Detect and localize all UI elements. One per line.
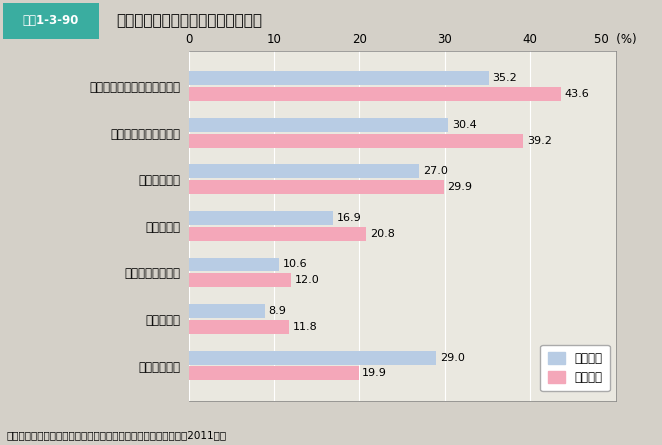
Text: 27.0: 27.0 bbox=[422, 166, 448, 176]
Text: 19.9: 19.9 bbox=[362, 368, 387, 379]
Bar bbox=[189, 367, 359, 380]
Text: 12.0: 12.0 bbox=[295, 275, 319, 285]
Bar bbox=[189, 134, 524, 148]
Text: 50  (%): 50 (%) bbox=[594, 32, 637, 45]
Bar bbox=[189, 87, 561, 101]
Bar bbox=[189, 304, 265, 318]
Text: 20.8: 20.8 bbox=[369, 229, 395, 239]
Bar bbox=[189, 320, 289, 334]
Text: 16.9: 16.9 bbox=[336, 213, 361, 223]
Bar bbox=[189, 227, 366, 241]
Legend: 夫側の親, 妻側の親: 夫側の親, 妻側の親 bbox=[540, 345, 610, 391]
Bar bbox=[189, 211, 333, 225]
Bar bbox=[189, 164, 419, 178]
Bar bbox=[189, 273, 291, 287]
Bar bbox=[189, 180, 444, 194]
Text: 資料：内閣府「都市と地方における子育て環境に関する調査」（2011年）: 資料：内閣府「都市と地方における子育て環境に関する調査」（2011年） bbox=[7, 431, 227, 441]
Text: 11.8: 11.8 bbox=[293, 322, 318, 332]
Text: 29.9: 29.9 bbox=[448, 182, 473, 192]
Text: 43.6: 43.6 bbox=[565, 89, 589, 99]
Text: 図表1-3-90: 図表1-3-90 bbox=[23, 14, 79, 27]
Text: 35.2: 35.2 bbox=[493, 73, 518, 83]
Bar bbox=[189, 118, 448, 132]
Bar bbox=[189, 258, 279, 271]
Text: 30.4: 30.4 bbox=[451, 120, 477, 130]
Text: 29.0: 29.0 bbox=[440, 352, 465, 363]
Text: 実際に親世代から受けた子育て支援: 実際に親世代から受けた子育て支援 bbox=[116, 13, 262, 28]
Bar bbox=[189, 71, 489, 85]
FancyBboxPatch shape bbox=[3, 4, 99, 39]
Bar bbox=[189, 351, 436, 364]
Text: 10.6: 10.6 bbox=[283, 259, 307, 270]
Text: 39.2: 39.2 bbox=[527, 136, 551, 146]
Text: 8.9: 8.9 bbox=[268, 306, 286, 316]
